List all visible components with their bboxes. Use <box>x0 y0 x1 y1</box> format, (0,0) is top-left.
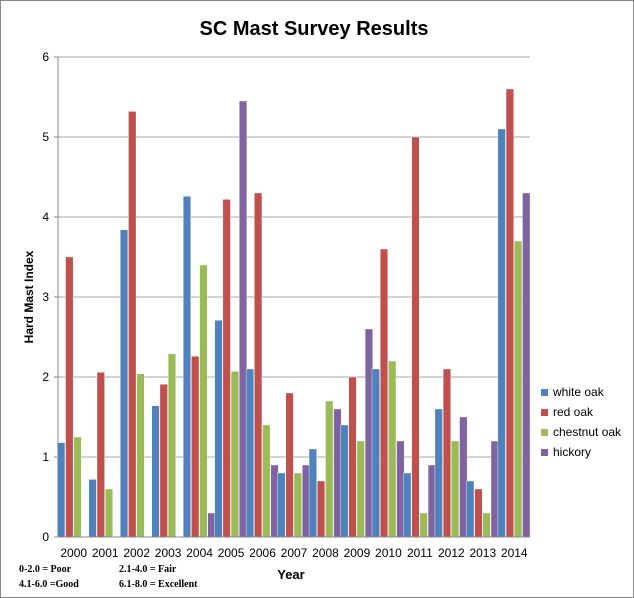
bar-chestnut-oak <box>356 440 365 538</box>
x-axis-label: Year <box>277 567 304 582</box>
bar-hickory <box>396 440 405 538</box>
bar-red-oak <box>348 376 357 538</box>
bar-red-oak <box>254 192 263 538</box>
bar-red-oak <box>128 111 137 538</box>
bar-chestnut-oak <box>199 264 208 538</box>
x-tick-label: 2012 <box>438 546 465 560</box>
y-tick-label: 3 <box>42 290 49 304</box>
x-tick-label: 2013 <box>469 546 496 560</box>
x-tick-label: 2006 <box>249 546 276 560</box>
x-tick-label: 2005 <box>218 546 245 560</box>
bar-red-oak <box>222 199 231 538</box>
bar-white-oak <box>277 472 286 538</box>
y-tick-label: 5 <box>42 130 49 144</box>
legend-swatch <box>541 449 548 456</box>
bar-chestnut-oak <box>388 360 397 538</box>
bar-red-oak <box>442 368 451 538</box>
x-tick-label: 2011 <box>407 546 433 560</box>
bar-hickory <box>333 408 342 538</box>
y-tick-label: 1 <box>42 450 49 464</box>
x-tick-label: 2002 <box>123 546 150 560</box>
bar-chestnut-oak <box>419 512 428 538</box>
bar-red-oak <box>474 488 483 538</box>
bar-white-oak <box>340 424 349 538</box>
bar-red-oak <box>411 136 420 538</box>
bar-white-oak <box>308 448 317 538</box>
bar-white-oak <box>214 320 223 538</box>
bar-hickory <box>207 512 216 538</box>
legend-label: red oak <box>553 405 594 419</box>
y-tick-label: 6 <box>42 50 49 64</box>
bar-white-oak <box>371 368 380 538</box>
bar-white-oak <box>88 479 97 538</box>
bar-red-oak <box>65 256 74 538</box>
bar-chestnut-oak <box>136 373 145 538</box>
x-tick-label: 2009 <box>344 546 371 560</box>
annotation-excellent: 6.1-8.0 = Excellent <box>119 579 198 590</box>
x-tick-label: 2004 <box>186 546 213 560</box>
bar-hickory <box>270 464 279 538</box>
legend-swatch <box>541 389 548 396</box>
bar-chestnut-oak <box>482 512 491 538</box>
bar-white-oak <box>245 368 254 538</box>
bar-red-oak <box>191 356 200 538</box>
bar-red-oak <box>285 392 294 538</box>
x-tick-label: 2007 <box>281 546 308 560</box>
bar-red-oak <box>317 480 326 538</box>
bar-chestnut-oak <box>230 371 239 538</box>
bar-hickory <box>427 464 436 538</box>
annotation-poor: 0-2.0 = Poor <box>19 564 72 575</box>
y-axis-label: Hard Mast Index <box>22 250 36 343</box>
legend-label: white oak <box>552 385 605 399</box>
bar-white-oak <box>57 442 66 538</box>
bar-hickory <box>302 464 311 538</box>
bar-red-oak <box>96 372 105 538</box>
bar-red-oak <box>380 248 389 538</box>
chart-title: SC Mast Survey Results <box>200 18 429 40</box>
x-tick-label: 2000 <box>60 546 87 560</box>
legend-label: chestnut oak <box>553 425 622 439</box>
x-tick-label: 2008 <box>312 546 339 560</box>
bar-white-oak <box>120 229 129 538</box>
legend-swatch <box>541 409 548 416</box>
bar-white-oak <box>403 472 412 538</box>
x-tick-label: 2003 <box>155 546 182 560</box>
bar-red-oak <box>505 88 514 538</box>
bar-white-oak <box>182 195 191 538</box>
bar-chestnut-oak <box>262 424 271 538</box>
bar-chestnut-oak <box>104 488 113 538</box>
bar-chestnut-oak <box>451 440 460 538</box>
bar-white-oak <box>151 405 160 538</box>
bar-chestnut-oak <box>167 353 176 538</box>
y-tick-label: 4 <box>42 210 49 224</box>
bar-chestnut-oak <box>73 436 82 538</box>
bar-white-oak <box>497 128 506 538</box>
bar-red-oak <box>159 384 168 538</box>
bar-hickory <box>239 100 248 538</box>
bar-white-oak <box>466 480 475 538</box>
bar-chestnut-oak <box>293 472 302 538</box>
legend-label: hickory <box>553 445 591 459</box>
y-tick-label: 2 <box>42 370 49 384</box>
x-tick-label: 2010 <box>375 546 402 560</box>
bar-hickory <box>459 416 468 538</box>
bar-hickory <box>490 440 499 538</box>
bar-chestnut-oak <box>325 400 334 538</box>
annotation-good: 4.1-6.0 =Good <box>19 579 79 590</box>
bar-white-oak <box>434 408 443 538</box>
x-tick-label: 2001 <box>92 546 119 560</box>
bar-hickory <box>364 328 373 538</box>
bar-chestnut-oak <box>514 240 523 538</box>
y-tick-label: 0 <box>42 530 49 544</box>
bar-hickory <box>522 192 531 538</box>
legend-swatch <box>541 429 548 436</box>
annotation-fair: 2.1-4.0 = Fair <box>119 564 177 575</box>
x-tick-label: 2014 <box>501 546 528 560</box>
